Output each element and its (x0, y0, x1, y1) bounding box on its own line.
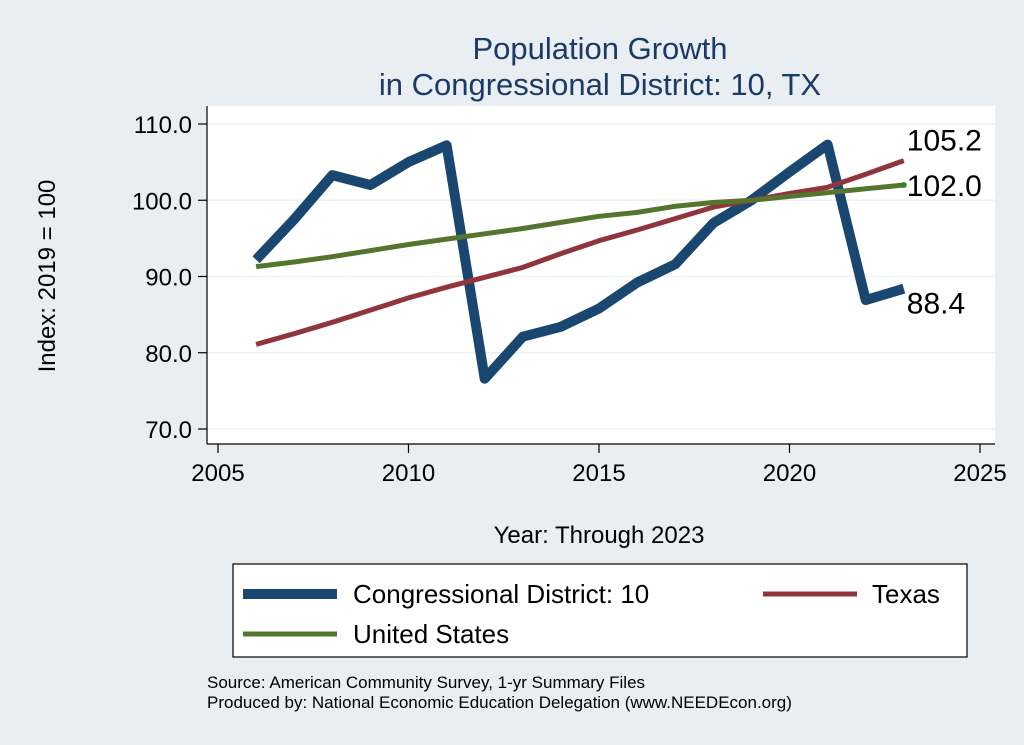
chart-title-line-2: in Congressional District: 10, TX (379, 67, 822, 102)
legend-label-texas: Texas (872, 579, 940, 609)
series-line-united-states (255, 182, 905, 270)
end-point-united-states (900, 182, 907, 188)
y-tick-label: 110.0 (134, 112, 192, 139)
chart-title-line-1: Population Growth (472, 31, 727, 66)
end-label-texas: 105.2 (907, 125, 982, 158)
y-tick-label: 100.0 (132, 188, 192, 215)
producer-note: Produced by: National Economic Education… (207, 693, 792, 712)
x-tick-label: 2025 (953, 460, 1006, 487)
legend-box (232, 563, 968, 658)
end-label-congressional-district-10: 88.4 (907, 288, 965, 321)
end-label-united-states: 102.0 (907, 170, 982, 203)
source-note: Source: American Community Survey, 1-yr … (207, 673, 645, 692)
series-line-congressional-district-10 (252, 139, 906, 384)
y-tick-label: 70.0 (145, 417, 192, 444)
x-tick-label: 2005 (191, 460, 244, 487)
series-line-texas (255, 158, 905, 347)
x-tick-label: 2010 (382, 460, 435, 487)
x-axis-title: Year: Through 2023 (494, 522, 705, 549)
legend-label-district: Congressional District: 10 (353, 579, 649, 609)
legend-label-united-states: United States (353, 619, 509, 649)
end-label-layer: 88.4 105.2 102.0 (907, 125, 982, 321)
legend: Congressional District: 10 Texas United … (232, 563, 968, 658)
x-tick-label: 2020 (763, 460, 816, 487)
y-tick-label: 90.0 (145, 265, 192, 292)
y-axis-title: Index: 2019 = 100 (34, 180, 61, 373)
plot-area (207, 106, 995, 444)
y-tick-label: 80.0 (145, 341, 192, 368)
series-layer (252, 139, 907, 384)
axis-layer: 70.0 80.0 90.0 100.0 110.0 2005 2010 2015 2020 20… (132, 106, 1007, 487)
x-tick-label: 2015 (572, 460, 625, 487)
